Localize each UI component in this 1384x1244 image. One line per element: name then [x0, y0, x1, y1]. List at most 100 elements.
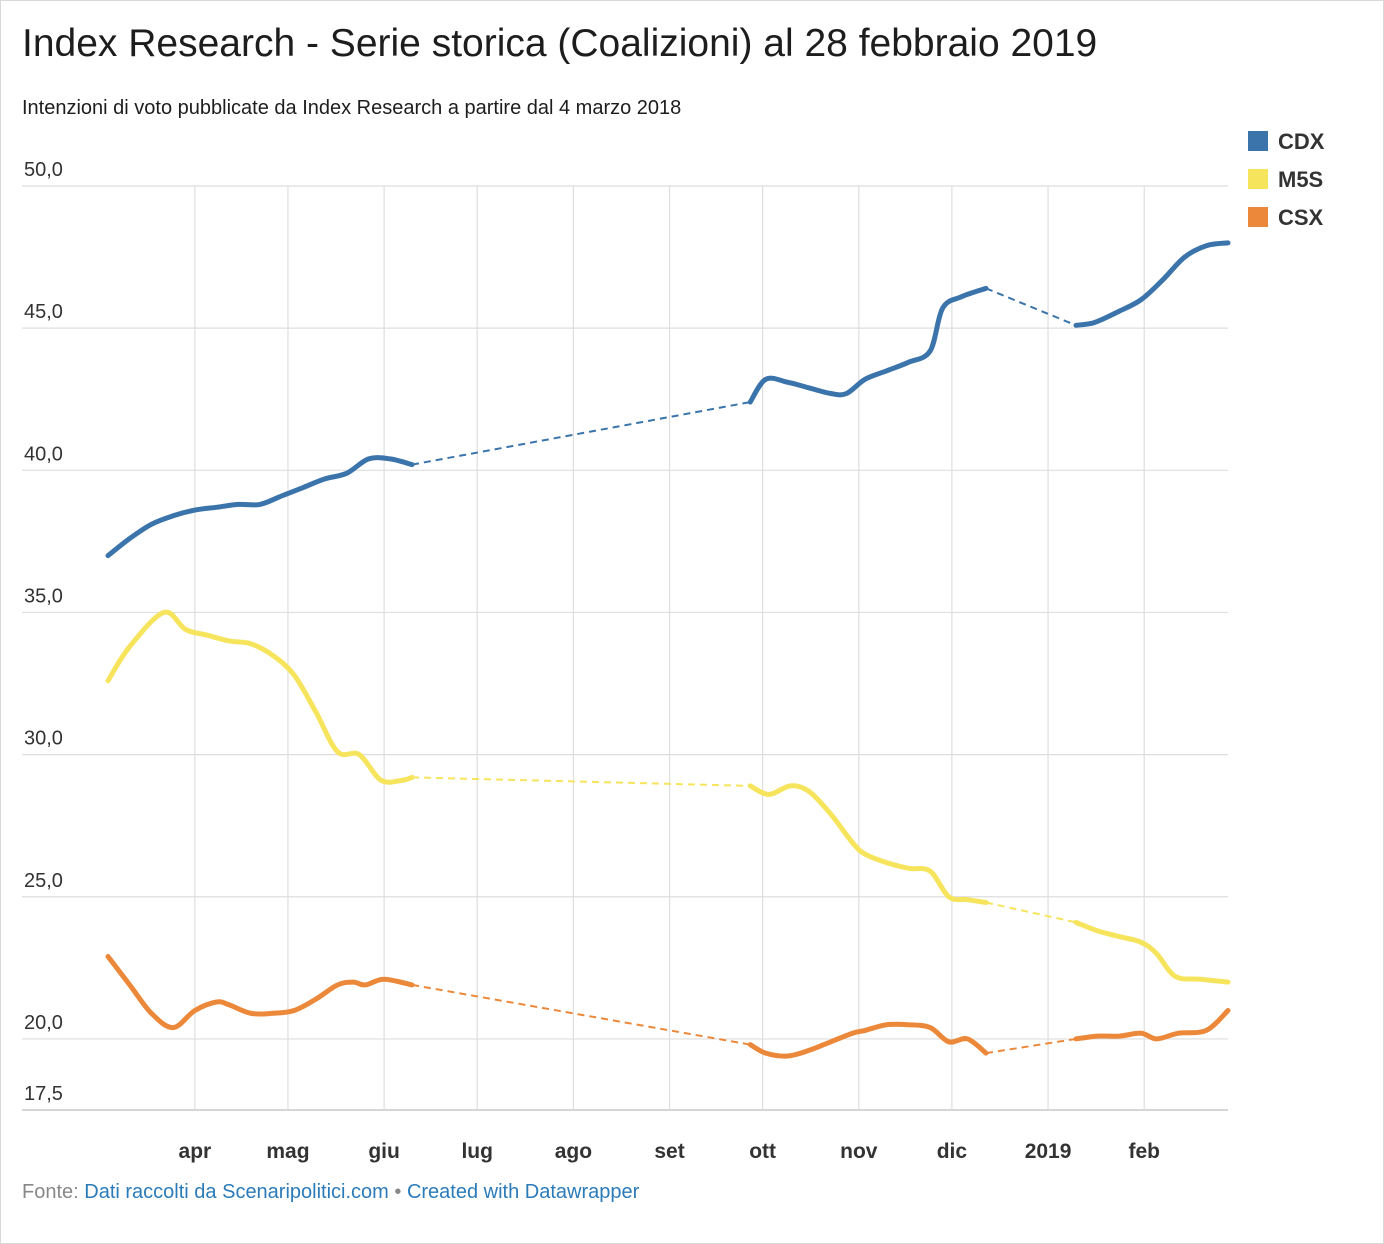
series-m5s-point	[313, 709, 318, 714]
series-csx-point	[785, 1053, 790, 1058]
legend-item-csx: CSX	[1248, 205, 1324, 230]
series-m5s-point	[270, 653, 275, 658]
series-cdx-line	[747, 285, 989, 405]
series-cdx-point	[323, 476, 328, 481]
series-csx-line	[1073, 1008, 1231, 1042]
y-tick-label: 25,0	[24, 870, 63, 892]
series-cdx-point	[844, 391, 849, 396]
series-csx-point	[214, 999, 219, 1004]
legend-swatch	[1248, 169, 1268, 189]
footer-separator: •	[388, 1181, 407, 1203]
x-axis-tick-labels: apr mag giu lug ago set ott nov dic 2019 feb	[179, 1140, 1160, 1163]
series-cdx-gap-line	[985, 287, 1077, 327]
series-csx-point	[1226, 1008, 1231, 1013]
series-csx-point	[1139, 1031, 1144, 1036]
source-link[interactable]: Dati raccolti da Scenaripolitici.com	[84, 1181, 389, 1203]
series-csx-point	[928, 1025, 933, 1030]
series-m5s-point	[1095, 928, 1100, 933]
series-m5s-point	[379, 778, 384, 783]
y-tick-label: 17,5	[24, 1083, 63, 1105]
footer-prefix: Fonte:	[22, 1181, 85, 1203]
series-cdx-line	[1073, 240, 1231, 328]
y-tick-label: 50,0	[24, 159, 63, 181]
series-csx-point	[748, 1042, 753, 1047]
series-m5s-point	[1117, 934, 1122, 939]
series-m5s-point	[335, 749, 340, 754]
series-csx-point	[351, 980, 356, 985]
series-csx-point	[363, 982, 368, 987]
legend-label: CSX	[1278, 205, 1324, 230]
series-cdx-point	[236, 502, 241, 507]
series-csx-gap-line	[985, 1037, 1077, 1055]
series-csx-point	[884, 1022, 889, 1027]
series-csx-point	[171, 1025, 176, 1030]
series-m5s-point	[946, 894, 951, 899]
series-cdx-point	[828, 391, 833, 396]
series-m5s-point	[884, 860, 889, 865]
series-cdx-point	[258, 502, 263, 507]
series-m5s-point	[788, 783, 793, 788]
series-cdx-point	[106, 553, 111, 558]
x-tick-label: nov	[840, 1140, 878, 1163]
series-cdx-line	[105, 455, 415, 559]
series-m5s-point	[183, 627, 188, 632]
series-m5s-point	[226, 638, 231, 643]
series-cdx-point	[149, 522, 154, 527]
series-csx-line	[747, 1021, 989, 1059]
x-tick-label: dic	[937, 1140, 968, 1163]
series-csx-gap-line	[411, 983, 751, 1046]
y-tick-label: 20,0	[24, 1012, 63, 1034]
series-cdx-point	[785, 380, 790, 385]
series-csx-point	[1073, 1036, 1078, 1041]
series-cdx-point	[1092, 320, 1097, 325]
series-m5s-point	[906, 866, 911, 871]
legend-swatch	[1248, 131, 1268, 151]
series-m5s-point	[850, 840, 855, 845]
series-cdx-point	[1204, 243, 1209, 248]
x-tick-label: apr	[179, 1140, 212, 1163]
series-csx-point	[248, 1011, 253, 1016]
series-csx-point	[335, 982, 340, 987]
series-csx-point	[828, 1039, 833, 1044]
series-cdx-point	[906, 360, 911, 365]
series-cdx-point	[884, 368, 889, 373]
series-cdx-point	[940, 306, 945, 311]
series-cdx-point	[928, 348, 933, 353]
series-cdx-point	[807, 385, 812, 390]
series-csx-point	[965, 1036, 970, 1041]
series-csx-point	[226, 1002, 231, 1007]
series-m5s-point	[1073, 920, 1078, 925]
x-tick-label: ago	[555, 1140, 592, 1163]
series-csx-point	[1095, 1034, 1100, 1039]
series-m5s-point	[205, 633, 210, 638]
series-m5s-point	[1139, 940, 1144, 945]
series-csx-point	[410, 982, 415, 987]
series-cdx-point	[1226, 240, 1231, 245]
series-cdx-point	[959, 294, 964, 299]
series-m5s-line	[747, 783, 989, 905]
series-m5s-point	[807, 789, 812, 794]
series-cdx-point	[171, 513, 176, 518]
series-m5s-point	[928, 869, 933, 874]
series-lines	[105, 240, 1231, 1059]
series-cdx-point	[214, 505, 219, 510]
series-m5s-point	[828, 812, 833, 817]
series-csx-line	[105, 954, 415, 1031]
series-csx-point	[763, 1051, 768, 1056]
chart-title: Index Research - Serie storica (Coalizio…	[22, 22, 1098, 65]
series-csx-point	[1117, 1034, 1122, 1039]
series-csx-point	[984, 1051, 989, 1056]
series-m5s-point	[766, 792, 771, 797]
datawrapper-credit-link[interactable]: Created with Datawrapper	[406, 1181, 640, 1203]
x-tick-label: ott	[749, 1140, 776, 1163]
series-m5s-line	[1073, 919, 1231, 985]
series-csx-point	[149, 1011, 154, 1016]
legend-swatch	[1248, 207, 1268, 227]
series-cdx-point	[301, 485, 306, 490]
legend-label: CDX	[1278, 129, 1325, 154]
series-m5s-gap-line	[412, 776, 751, 787]
series-m5s-point	[127, 644, 132, 649]
series-m5s-point	[161, 610, 166, 615]
series-csx-point	[1204, 1028, 1209, 1033]
